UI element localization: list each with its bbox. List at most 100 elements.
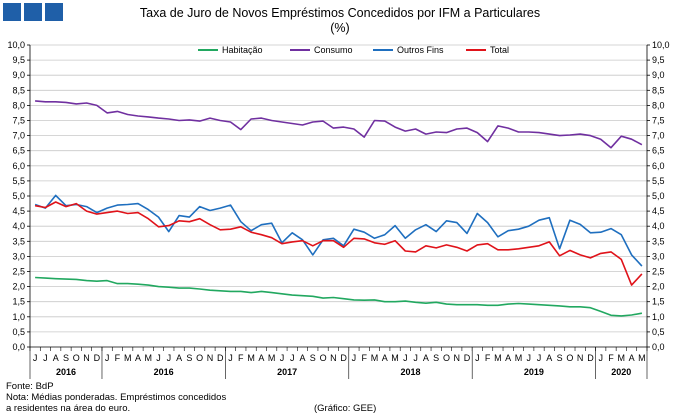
x-tick-label: J [228, 353, 233, 363]
x-tick-label: A [423, 353, 429, 363]
y-tick-label-left: 9,0 [12, 70, 25, 80]
y-tick-label-left: 5,0 [12, 191, 25, 201]
x-tick-label: F [361, 353, 367, 363]
y-tick-label-left: 4,5 [12, 206, 25, 216]
y-tick-label-left: 5,5 [12, 176, 25, 186]
x-tick-label: O [320, 353, 327, 363]
y-tick-label-left: 6,5 [12, 146, 25, 156]
x-tick-label: J [280, 353, 285, 363]
footnote-line-1: Nota: Médias ponderadas. Empréstimos con… [6, 392, 227, 403]
y-tick-label-right: 1,5 [652, 297, 665, 307]
x-tick-label: J [156, 353, 161, 363]
logo-square [45, 3, 63, 21]
year-label: 2016 [56, 367, 76, 377]
x-tick-label: F [238, 353, 244, 363]
x-tick-label: M [268, 353, 276, 363]
x-tick-label: J [413, 353, 418, 363]
year-label: 2018 [400, 367, 420, 377]
x-tick-label: M [124, 353, 132, 363]
chart-credit: (Gráfico: GEE) [314, 403, 377, 414]
x-tick-label: S [433, 353, 439, 363]
y-tick-label-left: 6,0 [12, 161, 25, 171]
y-tick-label-right: 4,5 [652, 206, 665, 216]
x-tick-label: M [618, 353, 626, 363]
x-tick-label: A [135, 353, 141, 363]
y-tick-label-right: 9,0 [652, 70, 665, 80]
y-tick-label-right: 9,5 [652, 55, 665, 65]
x-tick-label: M [371, 353, 379, 363]
x-tick-label: J [167, 353, 172, 363]
x-tick-label: J [352, 353, 357, 363]
x-tick-label: S [557, 353, 563, 363]
x-tick-label: J [43, 353, 48, 363]
y-tick-label-right: 3,0 [652, 251, 665, 261]
y-tick-label-left: 0,5 [12, 327, 25, 337]
x-tick-label: N [83, 353, 90, 363]
x-tick-label: M [515, 353, 523, 363]
y-tick-label-left: 7,5 [12, 116, 25, 126]
legend-label: Total [490, 45, 509, 55]
year-label: 2017 [277, 367, 297, 377]
series-line-consumo [35, 100, 643, 149]
source-note: Fonte: BdP [6, 381, 54, 392]
y-tick-label-left: 1,0 [12, 312, 25, 322]
y-tick-label-right: 10,0 [652, 40, 670, 50]
x-tick-label: S [186, 353, 192, 363]
y-tick-label-right: 1,0 [652, 312, 665, 322]
x-tick-label: J [105, 353, 110, 363]
y-tick-label-right: 8,5 [652, 85, 665, 95]
x-tick-label: S [63, 353, 69, 363]
x-tick-label: F [115, 353, 121, 363]
y-tick-label-left: 2,5 [12, 267, 25, 277]
x-tick-label: D [94, 353, 101, 363]
x-tick-label: J [526, 353, 531, 363]
x-tick-label: A [382, 353, 388, 363]
x-tick-label: N [330, 353, 337, 363]
x-tick-label: N [454, 353, 461, 363]
x-tick-label: D [217, 353, 224, 363]
logo-square [3, 3, 21, 21]
y-tick-label-left: 4,0 [12, 221, 25, 231]
y-tick-label-right: 8,0 [652, 100, 665, 110]
chart-subtitle: (%) [330, 21, 350, 35]
x-tick-label: D [587, 353, 594, 363]
x-tick-label: A [505, 353, 511, 363]
footnote-line-2: a residentes na área do euro. [6, 403, 131, 414]
year-label: 2016 [154, 367, 174, 377]
x-tick-label: M [247, 353, 255, 363]
x-tick-label: O [443, 353, 450, 363]
x-tick-label: A [300, 353, 306, 363]
legend-label: Consumo [314, 45, 353, 55]
y-tick-label-right: 7,0 [652, 131, 665, 141]
y-tick-label-left: 0,0 [12, 342, 25, 352]
y-tick-label-left: 9,5 [12, 55, 25, 65]
y-tick-label-left: 10,0 [7, 40, 25, 50]
y-tick-label-left: 8,5 [12, 85, 25, 95]
series-line-outros-fins [34, 194, 643, 267]
x-tick-label: O [566, 353, 573, 363]
x-tick-label: J [403, 353, 408, 363]
y-tick-label-left: 8,0 [12, 100, 25, 110]
series-line-total [34, 201, 643, 286]
y-tick-label-right: 5,0 [652, 191, 665, 201]
x-tick-label: M [494, 353, 502, 363]
y-tick-label-right: 6,5 [652, 146, 665, 156]
x-tick-label: J [598, 353, 603, 363]
x-tick-label: D [464, 353, 471, 363]
x-tick-label: D [340, 353, 347, 363]
x-tick-label: M [391, 353, 399, 363]
y-tick-label-right: 2,5 [652, 267, 665, 277]
x-tick-label: A [258, 353, 264, 363]
x-tick-label: N [577, 353, 584, 363]
logo-square [24, 3, 42, 21]
x-tick-label: J [537, 353, 542, 363]
y-tick-label-right: 7,5 [652, 116, 665, 126]
y-tick-label-left: 7,0 [12, 131, 25, 141]
series-line-habita-o [35, 276, 643, 317]
year-label: 2019 [524, 367, 544, 377]
x-tick-label: M [638, 353, 646, 363]
x-tick-label: A [629, 353, 635, 363]
y-tick-label-left: 2,0 [12, 282, 25, 292]
x-tick-label: A [176, 353, 182, 363]
